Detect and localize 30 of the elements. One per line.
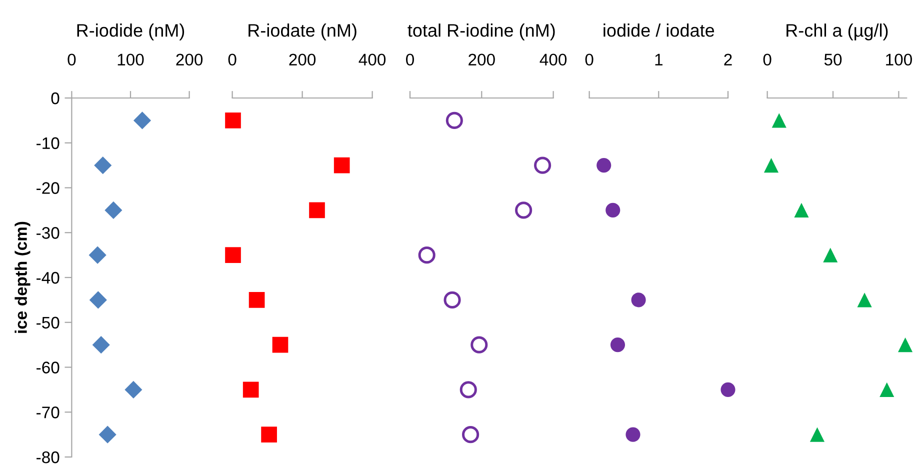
x-tick-label: 400 [358, 54, 386, 66]
y-tick-label: -70 [36, 406, 60, 418]
y-axis-title: ice depth (cm) [14, 222, 30, 333]
x-tick-label: 100 [118, 54, 144, 66]
x-axis-title: R-chl a (µg/l) [786, 24, 888, 40]
y-tick-label: -20 [36, 182, 60, 194]
x-tick-label: 200 [176, 54, 203, 66]
y-tick-label: -60 [36, 362, 60, 374]
y-tick-label: 0 [51, 92, 60, 104]
x-axis-title: R-iodide (nM) [77, 24, 184, 40]
x-tick-label: 0 [68, 54, 76, 66]
y-tick-label: -10 [36, 137, 60, 150]
x-tick-label: 100 [886, 54, 912, 66]
x-tick-label: 400 [540, 54, 567, 66]
x-tick-label: 1 [655, 54, 662, 66]
x-axis-title: R-iodate (nM) [248, 24, 356, 40]
y-tick-label: -50 [36, 316, 60, 329]
x-tick-label: 0 [763, 54, 772, 66]
x-axis-title: iodide / iodate [604, 24, 714, 37]
x-tick-label: 200 [468, 54, 495, 66]
y-tick-label: -40 [36, 272, 60, 284]
y-tick-label: -80 [36, 451, 60, 464]
x-tick-label: 200 [289, 54, 316, 66]
x-tick-label: 50 [824, 54, 842, 66]
x-tick-label: 0 [228, 54, 236, 66]
y-tick-label: -30 [36, 227, 60, 239]
x-tick-label: 0 [585, 54, 594, 66]
x-axis-title: total R-iodine (nM) [408, 24, 555, 40]
x-tick-label: 2 [724, 54, 732, 66]
x-tick-label: 0 [406, 54, 414, 66]
